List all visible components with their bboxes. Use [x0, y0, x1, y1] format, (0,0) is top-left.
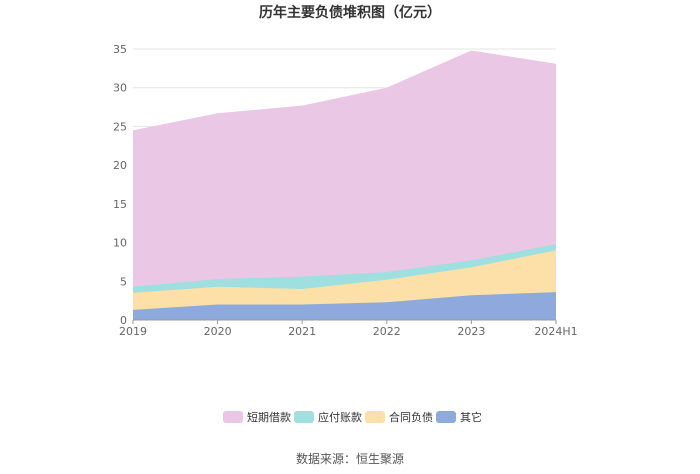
series-line-1 — [132, 249, 557, 294]
y-tick-label: 10 — [113, 237, 127, 250]
x-tick-label: 2019 — [119, 325, 147, 338]
y-tick-label: 35 — [113, 43, 127, 56]
legend: 短期借款 应付账款 合同负债 其它 — [223, 410, 482, 424]
area-series-0 — [133, 292, 556, 320]
x-tick-label: 2021 — [288, 325, 316, 338]
y-tick-label: 5 — [120, 275, 127, 288]
y-tick-label: 20 — [113, 159, 127, 172]
legend-label: 应付账款 — [318, 410, 362, 424]
series-line-3 — [132, 50, 557, 132]
x-tick-label: 2023 — [457, 325, 485, 338]
legend-label: 其它 — [460, 410, 482, 424]
area-series-1 — [133, 250, 556, 310]
area-series-3 — [133, 51, 556, 287]
y-tick-label: 30 — [113, 82, 127, 95]
legend-swatch — [223, 411, 243, 423]
legend-label: 合同负债 — [389, 410, 433, 424]
area-series — [132, 50, 557, 320]
area-series-2 — [133, 244, 556, 293]
legend-swatch — [294, 411, 314, 423]
y-tick-label: 25 — [113, 120, 127, 133]
legend-swatch — [436, 411, 456, 423]
y-tick-label: 0 — [120, 314, 127, 327]
legend-swatch — [365, 411, 385, 423]
chart-title: 历年主要负债堆积图（亿元） — [259, 4, 441, 21]
x-tick-label: 2024H1 — [534, 325, 577, 338]
x-tick-label: 2022 — [373, 325, 401, 338]
legend-label: 短期借款 — [247, 410, 291, 424]
source-label: 数据来源：恒生聚源 — [296, 451, 404, 466]
axes: 0 5 10 15 20 25 30 35 2019 2020 2021 2022 2023 2024H1 — [113, 43, 578, 338]
x-tick-label: 2020 — [204, 325, 232, 338]
y-tick-label: 15 — [113, 198, 127, 211]
